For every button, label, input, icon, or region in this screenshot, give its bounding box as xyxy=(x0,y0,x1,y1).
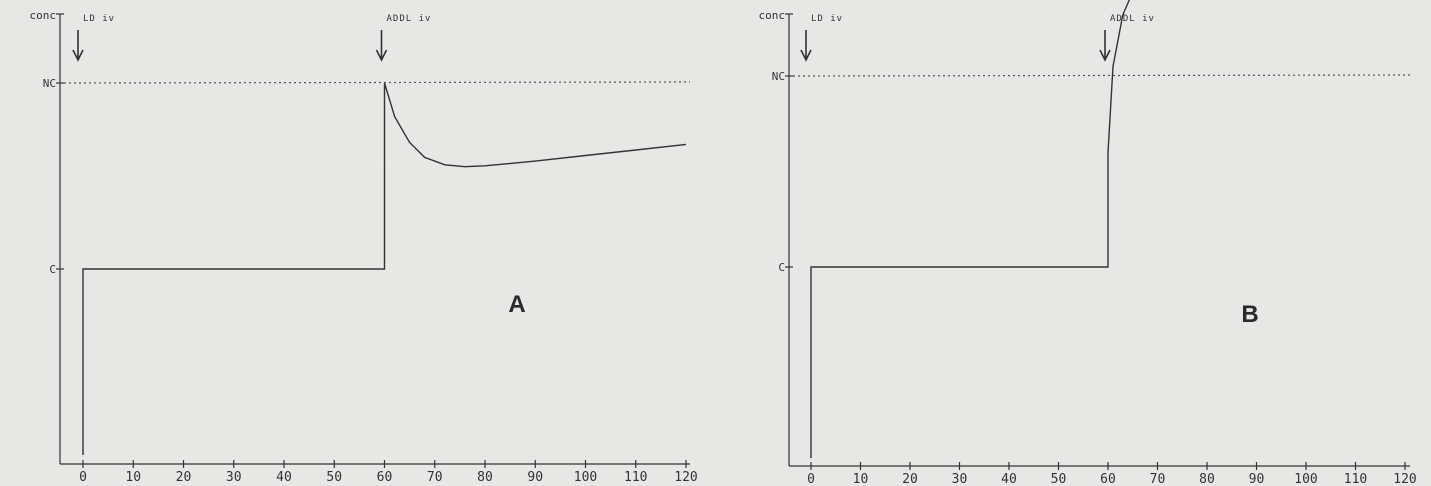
chart-a-x-tick-label: 20 xyxy=(176,470,192,485)
chart-a-x-tick-label: 30 xyxy=(226,470,242,485)
chart-b-x-tick-label: 80 xyxy=(1199,472,1215,486)
chart-b-y-tick-label: C xyxy=(778,261,785,274)
chart-b-series-line xyxy=(810,0,1131,458)
chart-b-annotation-ld: LD iv xyxy=(811,14,843,24)
chart-a-x-tick-label: 120 xyxy=(674,470,697,485)
chart-b-x-tick-label: 40 xyxy=(1001,472,1017,486)
chart-b-y-label: conc xyxy=(759,9,786,22)
chart-b-arrow-down-icon xyxy=(1099,30,1111,62)
chart-b-panel-label: B xyxy=(1241,301,1258,328)
chart-a-arrow-down-icon xyxy=(375,30,388,62)
chart-b-x-tick-label: 30 xyxy=(952,472,968,486)
chart-a-x-tick-label: 110 xyxy=(624,470,647,485)
chart-a-x-tick-label: 100 xyxy=(574,470,597,485)
chart-a-x-tick-label: 80 xyxy=(477,470,493,485)
chart-a-x-tick-label: 70 xyxy=(427,470,443,485)
chart-a-x-tick-label: 40 xyxy=(276,470,292,485)
chart-b-x-tick-label: 0 xyxy=(807,472,815,486)
chart-a-annotation-ld: LD iv xyxy=(83,14,115,24)
chart-b-x-tick-label: 60 xyxy=(1100,472,1116,486)
chart-a-x-tick-label: 10 xyxy=(125,470,141,485)
chart-b-x-tick-label: 70 xyxy=(1150,472,1166,486)
chart-b-annotation-addl: ADDL iv xyxy=(1110,14,1155,24)
chart-b-nc-reference-line xyxy=(792,74,1411,77)
chart-a-annotation-addl: ADDL iv xyxy=(387,14,432,24)
chart-a-x-tick-label: 0 xyxy=(79,470,87,485)
chart-b-x-tick-label: 120 xyxy=(1393,472,1416,486)
chart-b-y-tick-label: NC xyxy=(772,70,785,83)
chart-a-y-tick-label: C xyxy=(49,263,56,276)
chart-a-series-line xyxy=(82,82,687,455)
chart-a-nc-reference-line xyxy=(63,81,691,84)
chart-a-y-tick-label: NC xyxy=(43,77,56,90)
chart-b-x-tick-label: 100 xyxy=(1294,472,1317,486)
chart-b-x-tick-label: 20 xyxy=(902,472,918,486)
chart-b-x-tick-label: 90 xyxy=(1249,472,1265,486)
chart-b-x-tick-label: 110 xyxy=(1344,472,1367,486)
chart-b-arrow-down-icon xyxy=(800,30,812,62)
chart-b-x-tick-label: 10 xyxy=(853,472,869,486)
chart-a-arrow-down-icon xyxy=(72,30,84,62)
chart-a-x-tick-label: 60 xyxy=(377,470,393,485)
chart-a-y-label: conc xyxy=(30,9,57,22)
chart-a-x-tick-label: 50 xyxy=(326,470,342,485)
chart-a-panel-label: A xyxy=(508,291,525,318)
chart-b-x-tick-label: 50 xyxy=(1051,472,1067,486)
chart-a-x-tick-label: 90 xyxy=(527,470,543,485)
